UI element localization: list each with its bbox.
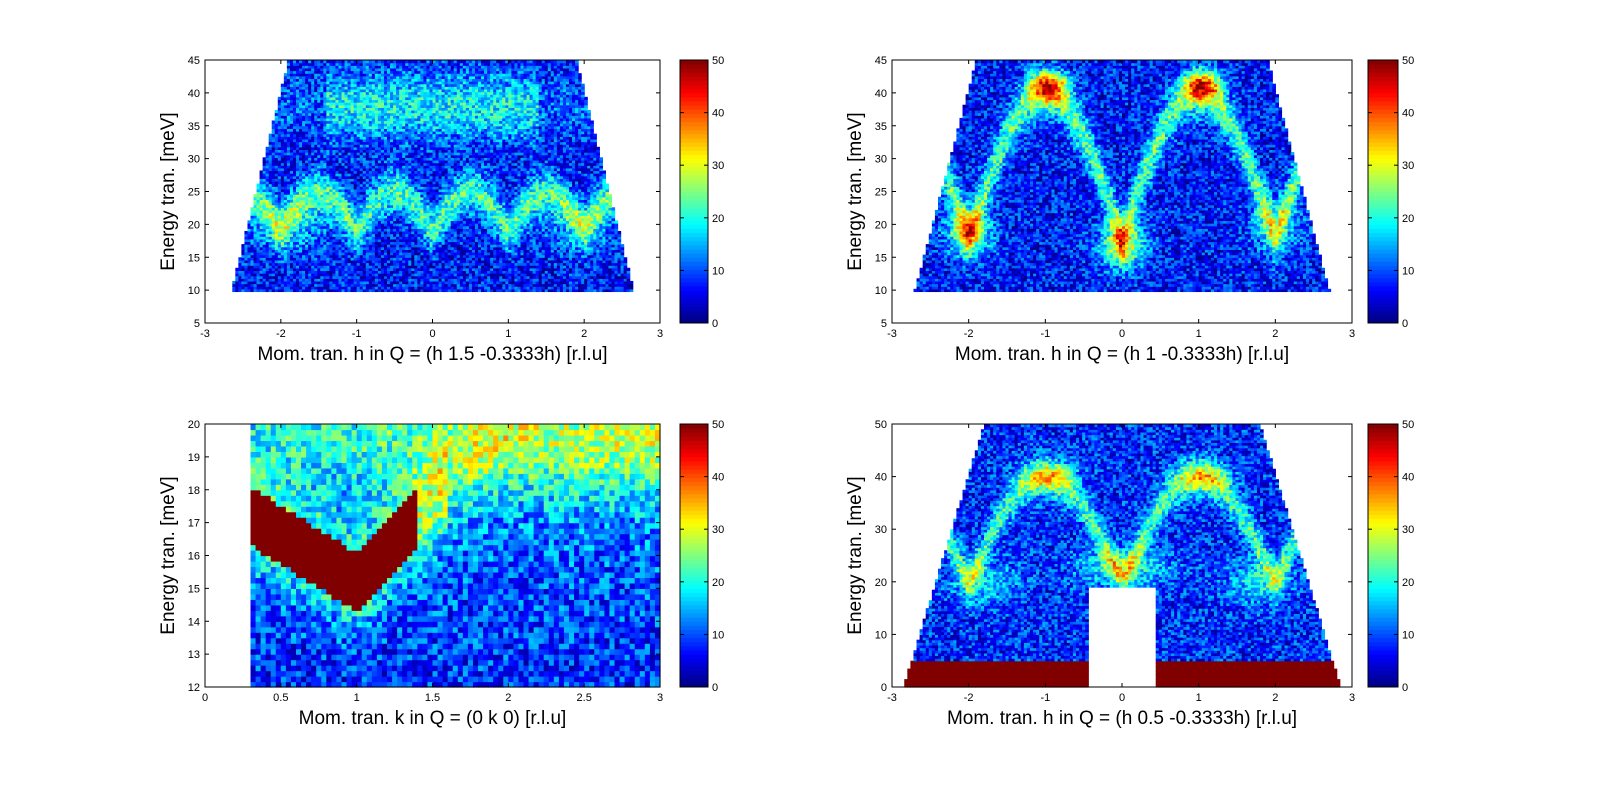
heatmap-1 — [205, 60, 660, 323]
